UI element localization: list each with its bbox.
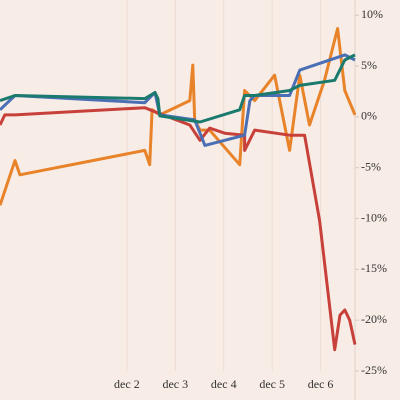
line-series <box>0 53 356 124</box>
line-series <box>0 106 357 352</box>
x-tick-label: dec 6 <box>308 377 334 391</box>
y-tick-label: 0% <box>361 109 377 123</box>
y-tick-label: -5% <box>361 159 381 173</box>
y-tick-label: -15% <box>361 261 387 275</box>
x-tick-label: dec 3 <box>162 377 188 391</box>
y-tick-label: -10% <box>361 210 387 224</box>
y-tick-label: 5% <box>361 58 377 72</box>
y-tick-label: -20% <box>361 312 387 326</box>
y-tick-label: -25% <box>361 363 387 377</box>
line-series <box>0 53 356 147</box>
x-tick-label: dec 2 <box>114 377 140 391</box>
x-tick-label: dec 4 <box>211 377 237 391</box>
x-tick-label: dec 5 <box>259 377 285 391</box>
y-tick-label: 10% <box>361 7 383 21</box>
line-series <box>0 27 357 206</box>
